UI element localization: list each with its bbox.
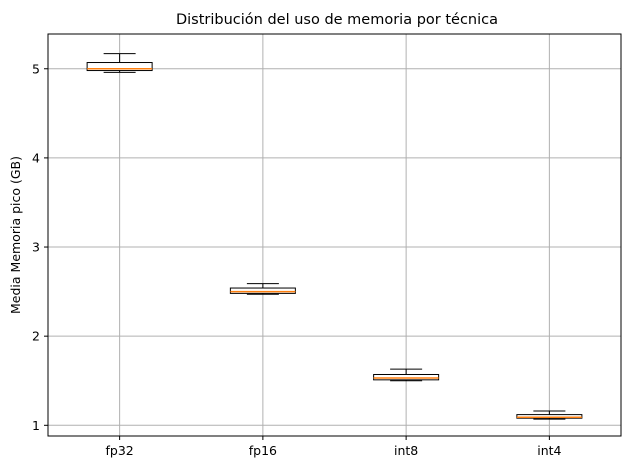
x-tick-label: fp32	[106, 443, 134, 458]
plot-frame	[47, 33, 622, 437]
y-tick-label: 4	[32, 150, 40, 165]
y-axis-label: Media Memoria pico (GB)	[8, 156, 23, 314]
boxes	[86, 53, 583, 420]
box-fp32	[86, 62, 153, 72]
grid	[48, 34, 621, 436]
x-tick-label: int4	[537, 443, 561, 458]
box-fp16	[229, 287, 296, 294]
ticks: 1 2 3 4 5 fp32 fp16 int8 int4	[32, 61, 561, 458]
box-int8	[373, 373, 440, 381]
y-tick-label: 2	[32, 329, 40, 344]
x-tick-label: fp16	[249, 443, 277, 458]
y-tick-label: 5	[32, 61, 40, 76]
y-tick-label: 3	[32, 240, 40, 255]
chart-title: Distribución del uso de memoria por técn…	[176, 12, 498, 28]
x-tick-label: int8	[394, 443, 418, 458]
y-tick-label: 1	[32, 418, 40, 433]
box-int4	[516, 414, 583, 419]
